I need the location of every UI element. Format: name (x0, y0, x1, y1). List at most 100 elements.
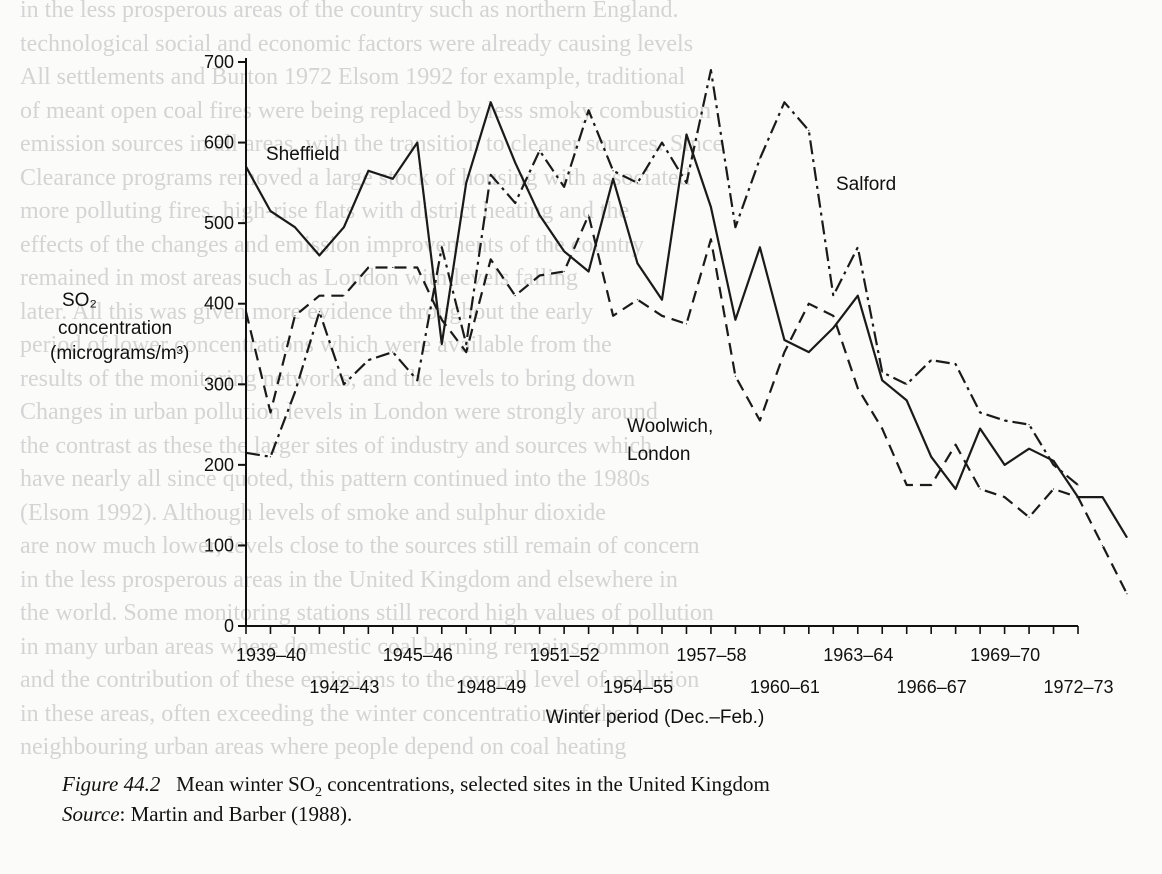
data-point (636, 182, 639, 184)
data-point (979, 428, 981, 430)
data-point (1077, 496, 1079, 498)
data-point (636, 262, 639, 265)
y-tick-label: 100 (204, 535, 234, 555)
y-tick-label: 0 (224, 616, 234, 636)
background-text-line: in the less prosperous areas in the Unit… (20, 566, 678, 593)
data-point (808, 129, 810, 132)
background-text-line: are now much lower, levels close to the … (20, 533, 700, 559)
series-label: Woolwich, (627, 416, 713, 437)
data-point (539, 214, 541, 216)
data-point (1028, 423, 1030, 426)
background-text-line: more polluting fires, high-rise flats wi… (20, 198, 630, 224)
data-point (857, 295, 859, 297)
data-point (514, 162, 516, 164)
y-tick-label: 400 (204, 294, 234, 314)
data-point (906, 484, 908, 486)
data-point (490, 101, 492, 103)
background-text-line: neighbouring urban areas where people de… (20, 734, 627, 760)
x-tick-label: 1945–46 (383, 645, 453, 665)
data-point (294, 226, 296, 228)
data-point (514, 202, 516, 204)
data-point (416, 266, 418, 269)
y-axis-label-line: (micrograms/m³) (50, 343, 189, 364)
source-text: : Martin and Barber (1988). (119, 802, 353, 826)
figure-number: Figure 44.2 (62, 772, 161, 796)
data-point (881, 428, 883, 430)
data-point (465, 351, 467, 353)
data-point (392, 351, 394, 353)
data-point (612, 178, 614, 180)
data-point (441, 343, 443, 345)
data-point (269, 456, 272, 458)
background-text-line: emission sources in all areas, with the … (20, 131, 724, 157)
data-point (1052, 488, 1055, 490)
data-point (587, 214, 590, 216)
data-point (734, 226, 737, 228)
data-point (539, 150, 541, 152)
data-point (612, 315, 614, 317)
data-point (955, 363, 957, 365)
data-point (612, 170, 614, 172)
data-point (269, 411, 272, 414)
x-tick-label: 1972–73 (1043, 677, 1113, 697)
data-point (636, 299, 639, 301)
data-point (857, 246, 859, 248)
data-point (1126, 536, 1128, 538)
y-tick-label: 600 (204, 133, 234, 153)
data-point (587, 109, 590, 111)
data-point (1003, 419, 1006, 422)
data-point (734, 319, 737, 321)
data-point (759, 158, 761, 160)
y-axis-label-line: SO₂ (62, 290, 97, 311)
data-point (1003, 464, 1006, 466)
x-tick-label: 1969–70 (970, 645, 1040, 665)
data-point (661, 299, 663, 301)
y-axis-label-line: concentration (58, 318, 172, 339)
data-point (1028, 448, 1030, 450)
x-tick-label: 1948–49 (456, 677, 526, 697)
figure-source: Source: Martin and Barber (1988). (62, 802, 352, 827)
x-tick-label: 1966–67 (897, 677, 967, 697)
data-point (367, 170, 369, 172)
data-point (979, 488, 981, 490)
data-point (808, 303, 810, 305)
y-tick-label: 200 (204, 455, 234, 475)
data-point (563, 250, 565, 252)
data-point (318, 254, 321, 256)
series-label: Salford (836, 174, 896, 195)
data-point (490, 174, 492, 176)
x-tick-label: 1957–58 (676, 645, 746, 665)
data-point (759, 246, 761, 248)
data-point (465, 182, 467, 184)
data-point (808, 351, 810, 353)
data-point (685, 323, 688, 325)
x-axis-label: Winter period (Dec.–Feb.) (546, 707, 765, 728)
data-point (294, 391, 296, 393)
data-point (979, 411, 981, 414)
data-point (1126, 593, 1128, 595)
series-line-woolwich-london (244, 214, 1128, 595)
data-point (661, 315, 663, 317)
data-point (881, 379, 883, 381)
data-point (343, 295, 345, 297)
data-point (685, 182, 688, 184)
background-text-line: All settlements and Burton 1972 Elsom 19… (20, 64, 686, 90)
data-point (832, 327, 834, 329)
data-point (367, 359, 369, 361)
data-point (930, 484, 932, 486)
data-point (710, 238, 712, 240)
data-point (930, 456, 932, 458)
series-label: Sheffield (266, 144, 340, 165)
data-point (906, 383, 908, 385)
x-tick-label: 1942–43 (309, 677, 379, 697)
data-point (661, 141, 663, 144)
data-point (1052, 460, 1055, 462)
x-tick-label: 1939–40 (236, 645, 306, 665)
data-point (441, 246, 443, 248)
source-label: Source (62, 802, 120, 826)
data-point (367, 266, 369, 269)
figure-caption: Figure 44.2 Mean winter SO2 concentratio… (62, 772, 770, 801)
background-page-text: in the less prosperous areas of the coun… (20, 0, 1160, 765)
data-point (783, 351, 785, 353)
data-point (392, 266, 394, 269)
